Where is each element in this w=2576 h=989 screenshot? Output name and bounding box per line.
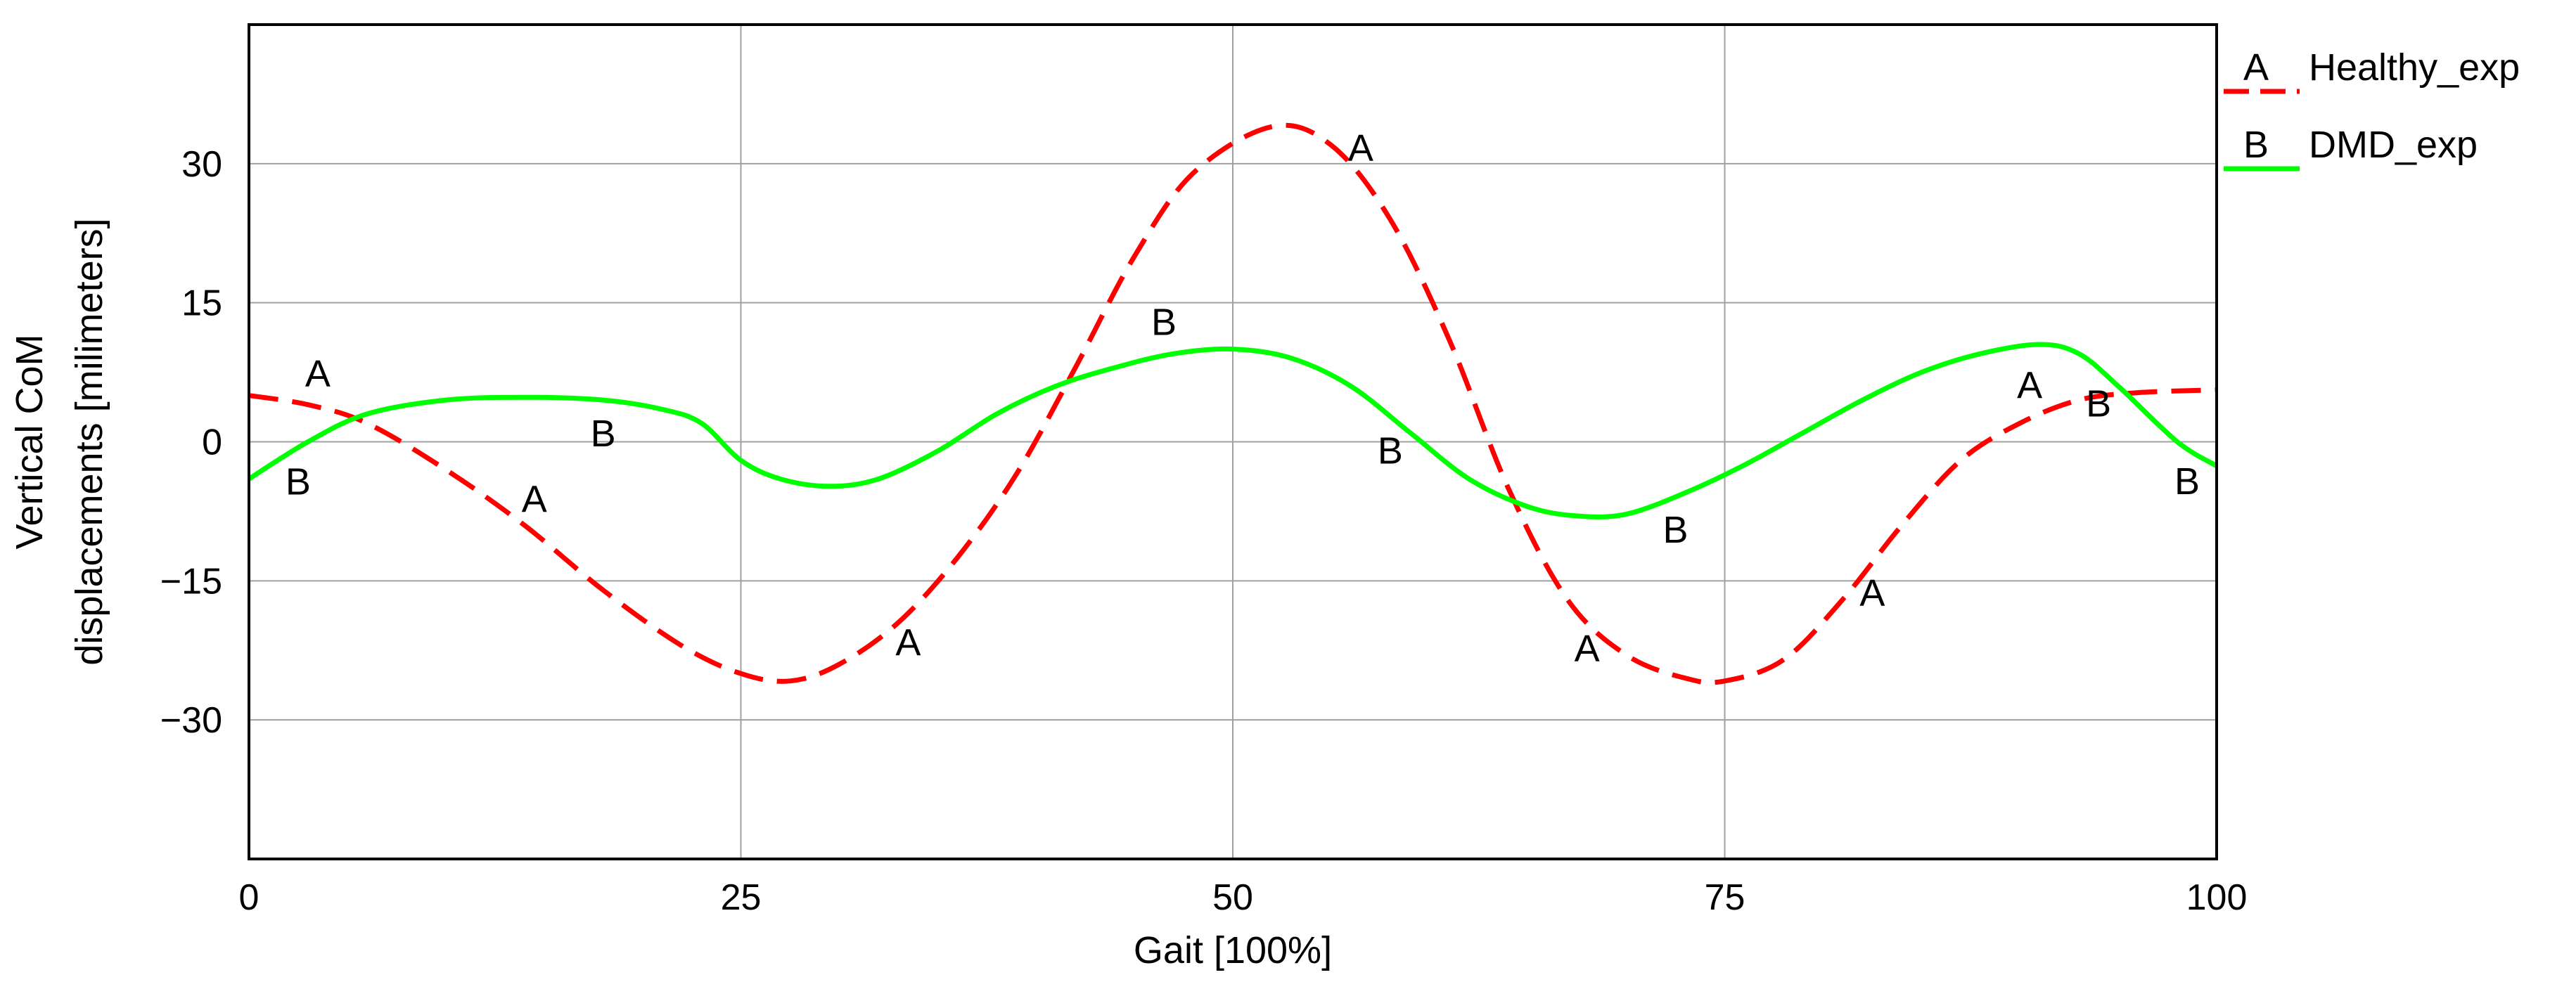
series-marker-healthy-exp: A xyxy=(305,353,331,395)
y-tick-label: 30 xyxy=(181,144,222,185)
x-tick-labels: 0 25 50 75 100 xyxy=(239,877,2248,918)
series-line-healthy-exp xyxy=(248,122,2217,685)
series-marker-dmd-exp: B xyxy=(286,460,311,503)
legend-label-dmd-exp: DMD_exp xyxy=(2309,124,2478,166)
series-marker-healthy-exp: A xyxy=(895,621,921,664)
series-marker-healthy-exp: A xyxy=(1575,628,1600,670)
y-tick-labels: 30 15 0 −15 −30 xyxy=(160,144,222,741)
series-marker-healthy-exp: A xyxy=(2017,365,2042,407)
x-tick-label: 25 xyxy=(721,877,762,918)
series-layer xyxy=(248,122,2218,685)
x-tick-label: 100 xyxy=(2186,877,2248,918)
y-tick-label: 0 xyxy=(202,422,222,463)
series-marker-dmd-exp: B xyxy=(2174,460,2200,503)
y-axis-title-line-2: displacements [milimeters] xyxy=(68,218,110,665)
series-marker-dmd-exp: B xyxy=(2086,382,2111,425)
y-tick-label: 15 xyxy=(181,283,222,324)
series-marker-dmd-exp: B xyxy=(591,413,616,455)
y-tick-label: −30 xyxy=(160,700,222,741)
legend-label-healthy-exp: Healthy_exp xyxy=(2309,46,2520,89)
grid-lines xyxy=(249,25,2217,859)
legend-marker-dmd-exp: B xyxy=(2243,124,2269,166)
y-tick-label: −15 xyxy=(160,561,222,602)
series-marker-healthy-exp: A xyxy=(522,479,547,521)
series-markers: A A A A A A A B B B B B B B xyxy=(286,127,2200,670)
x-tick-label: 75 xyxy=(1705,877,1745,918)
series-marker-dmd-exp: B xyxy=(1378,429,1403,472)
x-tick-label: 0 xyxy=(239,877,259,918)
series-marker-dmd-exp: B xyxy=(1151,302,1177,344)
series-marker-healthy-exp: A xyxy=(1859,572,1885,614)
y-axis-title-line-1: Vertical CoM xyxy=(8,334,51,549)
plot-frame xyxy=(248,23,2218,860)
series-marker-healthy-exp: A xyxy=(1348,127,1373,169)
legend: A Healthy_exp B DMD_exp xyxy=(2224,46,2520,172)
x-tick-label: 50 xyxy=(1212,877,1253,918)
series-marker-dmd-exp: B xyxy=(1663,509,1689,551)
legend-marker-healthy-exp: A xyxy=(2243,46,2269,89)
series-line-dmd-exp xyxy=(248,342,2218,519)
x-axis-title: Gait [100%] xyxy=(1134,929,1332,971)
